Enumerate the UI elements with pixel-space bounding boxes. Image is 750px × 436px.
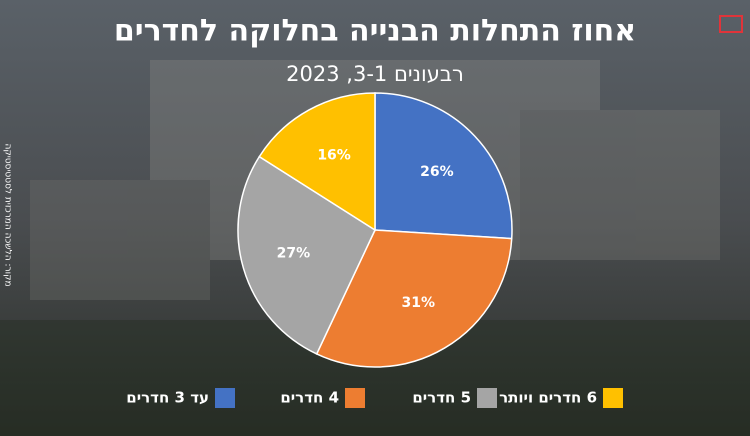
legend-label: עד 3 חדרים xyxy=(126,389,209,407)
data-label: 27% xyxy=(277,246,311,262)
legend-label: 4 חדרים xyxy=(280,389,339,407)
data-label: 26% xyxy=(420,164,454,180)
pie-slice xyxy=(258,92,376,232)
data-label: 16% xyxy=(317,148,351,164)
pie-slice xyxy=(237,155,376,355)
pie-slice xyxy=(374,92,513,240)
chart-title: אחוז התחלות הבנייה בחלוקה לחדרים xyxy=(114,14,636,49)
legend-label: 6 חדרים ויותר xyxy=(499,389,597,407)
legend-swatch xyxy=(477,388,497,408)
pie-slice xyxy=(315,229,513,368)
source-note: מקור: הלשכה המרכזית לסטטיסטיקה xyxy=(3,143,13,286)
legend-swatch xyxy=(215,388,235,408)
legend-swatch xyxy=(345,388,365,408)
logo xyxy=(719,15,743,33)
legend-swatch xyxy=(603,388,623,408)
data-label: 31% xyxy=(401,295,435,311)
chart-subtitle: רבעונים 3-1, 2023 xyxy=(286,62,464,86)
legend-label: 5 חדרים xyxy=(412,389,471,407)
